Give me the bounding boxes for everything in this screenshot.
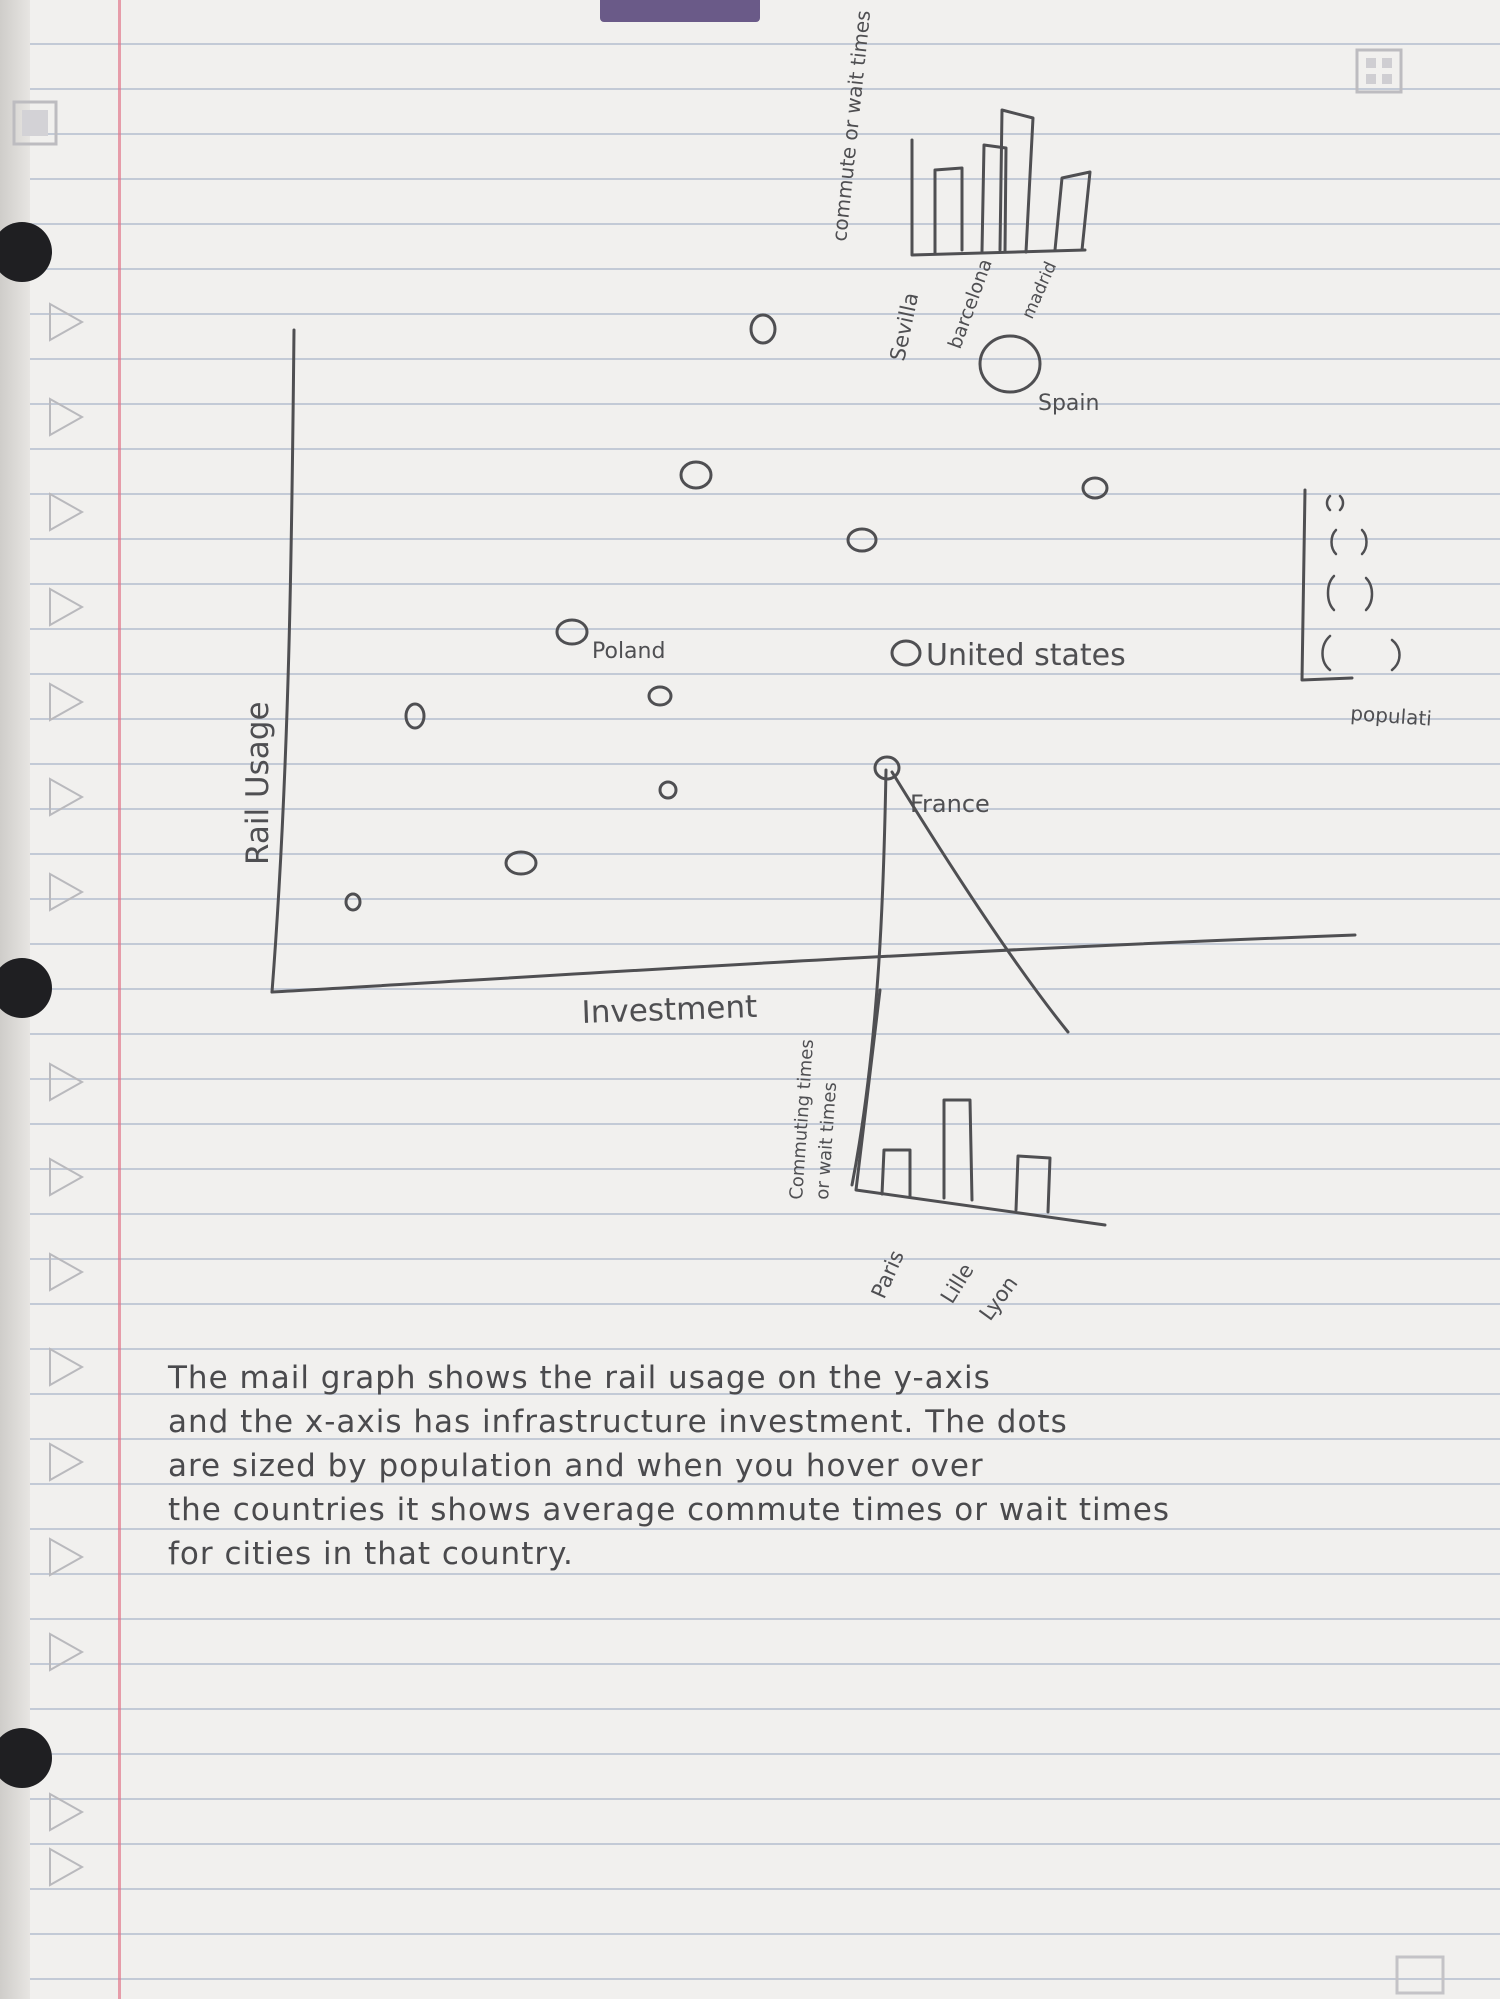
france-connector-right — [890, 770, 1070, 1034]
legend-size-2 — [1330, 528, 1368, 556]
france-tick-paris: Paris — [867, 1247, 909, 1302]
united-states-dot[interactable] — [890, 639, 922, 667]
corner-logo-icon — [12, 100, 58, 146]
france-inset-axes — [854, 988, 1107, 1227]
caption-line: the countries it shows average commute t… — [168, 1492, 1171, 1528]
scatter-dot — [679, 460, 713, 490]
caption-line: for cities in that country. — [168, 1536, 574, 1572]
margin-triangle — [49, 492, 85, 532]
population-legend: populati — [1300, 488, 1433, 731]
legend-size-3 — [1326, 574, 1374, 612]
binder-hole-top — [0, 222, 52, 282]
france-tick-lyon: Lyon — [975, 1272, 1023, 1325]
margin-triangle — [49, 587, 85, 627]
scatter-dot — [647, 685, 673, 707]
binder-hole-middle — [0, 958, 52, 1018]
margin-triangle — [49, 1252, 85, 1292]
margin-triangle — [49, 1062, 85, 1102]
legend-size-1 — [1325, 494, 1345, 512]
spain-bar-madrid — [1053, 170, 1092, 252]
margin-triangle — [49, 682, 85, 722]
caption-line: and the x-axis has infrastructure invest… — [168, 1404, 1068, 1440]
margin-triangle — [49, 777, 85, 817]
margin-triangle — [49, 1537, 85, 1577]
france-inset-chart: Commuting times or wait times Paris Lill… — [786, 988, 1107, 1325]
caption-line: are sized by population and when you hov… — [168, 1448, 984, 1484]
margin-triangle — [49, 1632, 85, 1672]
caption-line: The mail graph shows the rail usage on t… — [168, 1360, 991, 1396]
purple-divider-tab — [600, 0, 760, 22]
france-bar-paris — [880, 1148, 912, 1198]
legend-label: populati — [1350, 701, 1433, 731]
france-inset-ylabel-line2: or wait times — [812, 1081, 841, 1200]
spain-bar-extra — [998, 108, 1035, 254]
legend-size-4 — [1321, 634, 1401, 672]
spain-inset-ylabel: commute or wait times — [827, 9, 875, 242]
united-states-label: United states — [926, 638, 1126, 673]
margin-line — [118, 0, 121, 1999]
x-axis-line — [270, 933, 1357, 994]
scatter-dot — [1081, 476, 1109, 500]
poland-dot[interactable] — [555, 618, 589, 646]
scatter-dot — [658, 780, 678, 800]
france-bar-lille — [942, 1098, 974, 1202]
spain-tick-madrid: madrid — [1018, 259, 1061, 322]
scatter-dot — [504, 850, 538, 876]
margin-triangle — [49, 302, 85, 342]
binder-hole-bottom — [0, 1728, 52, 1788]
poland-label: Poland — [592, 639, 665, 664]
margin-triangle — [49, 1347, 85, 1387]
y-axis-label: Rail Usage — [240, 701, 276, 865]
y-axis-line — [270, 328, 296, 994]
margin-triangle — [49, 1157, 85, 1197]
scatter-dot — [344, 892, 362, 912]
spain-tick-sevilla: Sevilla — [885, 290, 923, 363]
margin-triangle — [49, 1792, 85, 1832]
france-bar-lyon — [1014, 1154, 1052, 1214]
scatter-dot — [846, 527, 878, 553]
scatter-dot — [404, 702, 426, 730]
margin-triangle — [49, 872, 85, 912]
legend-bracket — [1300, 488, 1354, 682]
spain-bar-barcelona — [980, 143, 1008, 254]
margin-triangle — [49, 1442, 85, 1482]
spain-inset-chart: commute or wait times Sevilla barcelona … — [827, 9, 1092, 363]
spain-tick-barcelona: barcelona — [944, 256, 997, 352]
france-connector-left — [850, 768, 888, 1187]
france-label: France — [910, 790, 990, 818]
margin-triangle — [49, 1847, 85, 1887]
x-axis-label: Investment — [581, 989, 758, 1031]
corner-logo-icon — [1395, 1955, 1445, 1995]
margin-triangle — [49, 397, 85, 437]
corner-logo-icon — [1355, 48, 1403, 94]
france-tick-lille: Lille — [936, 1259, 979, 1307]
spain-dot[interactable] — [978, 334, 1042, 394]
spain-bar-sevilla — [933, 166, 964, 256]
spain-label: Spain — [1038, 391, 1099, 416]
caption: The mail graph shows the rail usage on t… — [168, 1356, 1468, 1576]
scatter-dot — [749, 313, 777, 345]
